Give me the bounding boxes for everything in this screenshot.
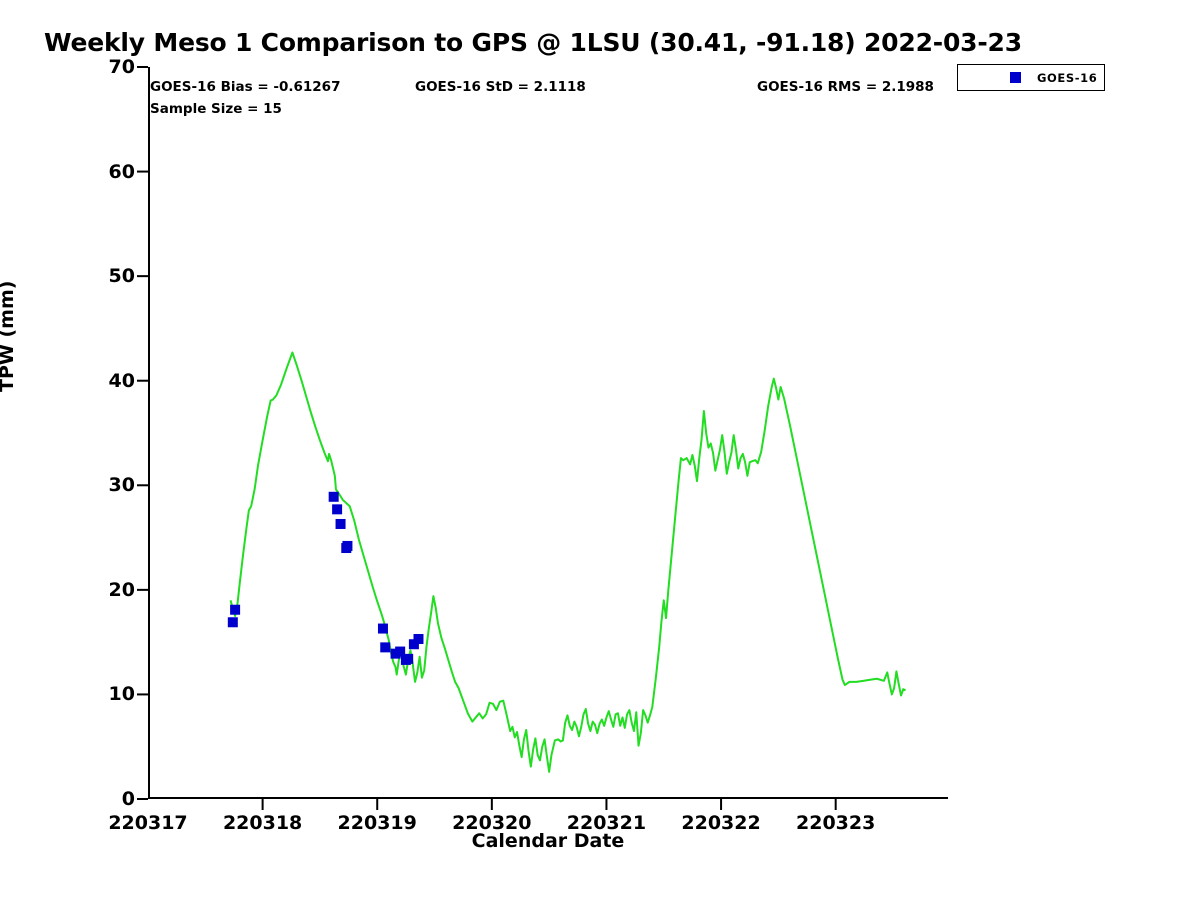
series-marker-goes16 xyxy=(413,634,424,645)
series-marker-goes16 xyxy=(342,540,353,551)
series-marker-goes16 xyxy=(403,653,414,664)
annotation-bias: GOES-16 Bias = -0.61267 xyxy=(150,79,341,95)
series-marker-goes16 xyxy=(380,642,391,653)
series-marker-goes16 xyxy=(408,639,419,650)
series-marker-goes16 xyxy=(335,518,346,529)
legend: GOES-16 xyxy=(957,64,1105,91)
legend-label-goes16: GOES-16 xyxy=(1037,70,1098,85)
y-axis-tick-label: 60 xyxy=(108,160,135,183)
y-axis-label: TPW (mm) xyxy=(0,280,18,392)
series-line-gps xyxy=(229,351,907,773)
annotation-rms: GOES-16 RMS = 2.1988 xyxy=(757,79,934,95)
chart-title: Weekly Meso 1 Comparison to GPS @ 1LSU (… xyxy=(44,28,1022,57)
x-axis-tick-label: 220318 xyxy=(222,812,303,834)
plot-axes-frame xyxy=(148,67,948,799)
x-axis-tick-label: 220319 xyxy=(337,812,417,834)
series-marker-goes16 xyxy=(328,491,339,502)
y-axis-tick-label: 50 xyxy=(108,265,135,288)
annotation-std: GOES-16 StD = 2.1118 xyxy=(415,79,586,95)
x-axis-tick-label: 220322 xyxy=(681,812,761,834)
series-marker-goes16 xyxy=(377,623,388,634)
series-marker-goes16 xyxy=(230,604,241,615)
legend-swatch-goes16 xyxy=(1010,72,1021,83)
annotation-sample-size: Sample Size = 15 xyxy=(150,101,282,117)
y-axis-tick-label: 40 xyxy=(108,369,135,392)
x-axis-tick-label: 220321 xyxy=(566,812,647,834)
y-axis-tick-label: 10 xyxy=(108,683,135,706)
y-axis-tick-label: 70 xyxy=(108,56,135,78)
series-marker-goes16 xyxy=(332,504,343,515)
y-axis-tick-label: 30 xyxy=(108,474,135,497)
y-axis-tick-label: 20 xyxy=(108,578,135,601)
x-axis-tick-label: 220317 xyxy=(108,812,188,834)
x-axis-tick-label: 220320 xyxy=(452,812,532,834)
x-axis-tick-label: 220323 xyxy=(796,812,876,834)
x-axis-label: Calendar Date xyxy=(471,830,625,852)
y-axis-tick-label: 0 xyxy=(121,788,135,810)
series-marker-goes16 xyxy=(227,617,238,628)
series-marker-goes16 xyxy=(395,646,406,657)
